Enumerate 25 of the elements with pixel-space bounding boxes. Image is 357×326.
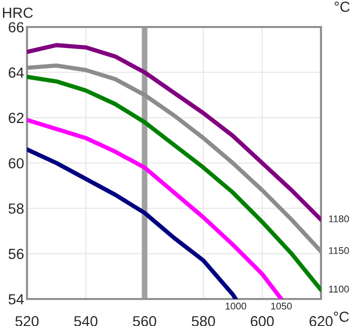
text: °C — [334, 2, 350, 12]
y-tick-label: 58 — [8, 203, 24, 214]
x-tick-label: 600 — [250, 316, 274, 326]
x-tick-label: 620 — [310, 316, 333, 326]
x-tick-label: 580 — [192, 316, 215, 326]
series-label: 1000 — [226, 302, 246, 310]
series-label: 1150 — [329, 247, 349, 254]
y-tick-label: 62 — [8, 112, 24, 124]
y-tick-label: 64 — [8, 67, 24, 78]
y-tick-label: 56 — [8, 248, 24, 260]
series-label: 1180 — [329, 215, 349, 222]
series-label: 1050 — [271, 302, 292, 310]
y-tick-label: 66 — [8, 22, 24, 32]
x-tick-label: 560 — [133, 316, 156, 326]
y-tick-label: 60 — [8, 158, 24, 168]
series-label: 1100 — [329, 286, 349, 293]
x-axis-title: °C — [334, 312, 349, 322]
y-axis-title: HRC — [2, 8, 33, 18]
line-series — [27, 147, 238, 299]
line-series — [27, 118, 284, 299]
line-series — [27, 43, 321, 222]
y-tick-label: 54 — [8, 294, 24, 304]
x-tick-label: 540 — [74, 316, 98, 326]
x-tick-label: 520 — [15, 316, 39, 326]
line-series — [27, 74, 321, 292]
